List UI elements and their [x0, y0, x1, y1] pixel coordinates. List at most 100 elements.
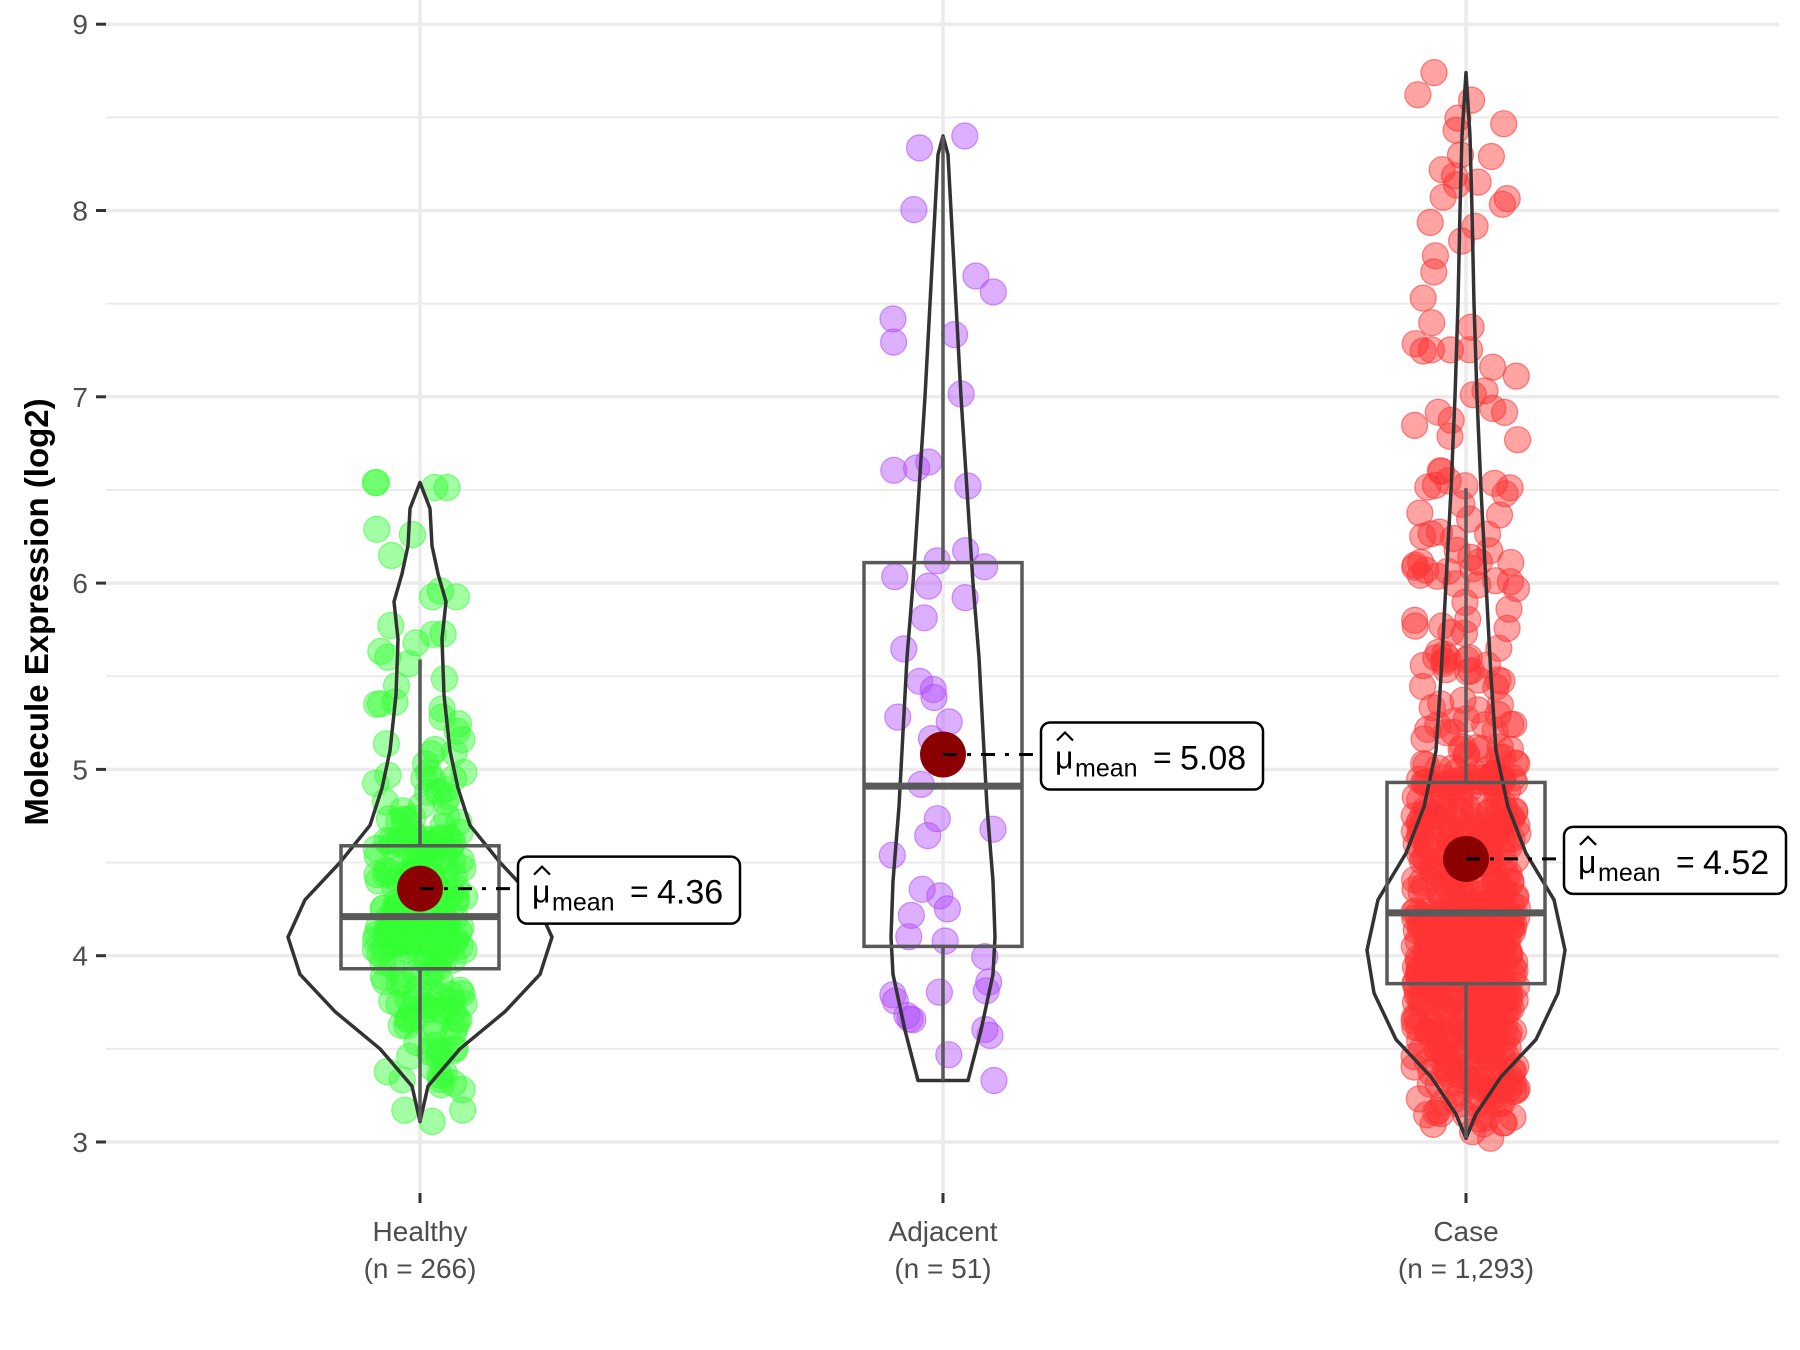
data-point [940, 321, 969, 349]
points-adjacent [878, 122, 1008, 1095]
data-point [951, 122, 979, 150]
data-point [441, 1034, 469, 1062]
data-point [1418, 309, 1446, 337]
plot-groups: μ mean = 4.36μ mean = 5.08μ mean = 4.52 [286, 58, 1788, 1152]
data-point [1436, 422, 1464, 450]
data-point [933, 895, 962, 923]
data-point [428, 941, 456, 969]
data-point [1453, 923, 1481, 951]
data-point [1410, 955, 1438, 983]
data-point [1435, 873, 1463, 902]
data-point [1497, 548, 1525, 577]
data-point [1464, 168, 1492, 196]
y-tick-label: 5 [72, 754, 88, 785]
mean-subscript: mean [552, 889, 615, 917]
data-point [1499, 1017, 1528, 1045]
data-point [1424, 398, 1452, 426]
data-point [1494, 1034, 1522, 1062]
data-point [1400, 411, 1429, 439]
data-point [1422, 644, 1450, 672]
data-point [1488, 1089, 1516, 1117]
data-point [418, 990, 446, 1019]
data-point [1493, 614, 1521, 643]
data-point [905, 134, 934, 162]
data-point [1496, 568, 1525, 596]
data-point [388, 1066, 416, 1094]
data-point [385, 970, 413, 998]
data-point [1459, 381, 1487, 409]
data-point [1490, 956, 1518, 985]
data-point [1421, 471, 1450, 499]
data-point [1425, 518, 1454, 546]
x-tick-count-label: (n = 1,293) [1398, 1253, 1534, 1284]
data-point [378, 541, 406, 570]
data-point [1410, 872, 1438, 900]
data-point [914, 821, 942, 850]
data-point [914, 572, 943, 600]
data-point [895, 923, 923, 951]
data-point [976, 1021, 1004, 1050]
data-point [1460, 958, 1489, 986]
data-point [1473, 520, 1502, 548]
data-point [923, 805, 951, 833]
equals-sign: = [1676, 844, 1695, 880]
mean-value-label: 4.36 [657, 874, 723, 912]
data-point [443, 717, 471, 745]
data-point [431, 775, 459, 804]
data-point [900, 196, 928, 224]
data-point [1448, 918, 1476, 946]
mean-subscript: mean [1598, 859, 1661, 887]
data-point [1401, 330, 1429, 358]
data-point [1428, 156, 1456, 184]
data-point [1487, 824, 1516, 852]
mean-symbol: μ [532, 874, 550, 910]
data-point [920, 683, 948, 712]
x-tick-label: Adjacent [889, 1216, 998, 1247]
data-point [1488, 190, 1517, 218]
mean-symbol: μ [1055, 739, 1073, 775]
y-axis-title: Molecule Expression (log2) [18, 398, 55, 825]
data-point [980, 1066, 1008, 1095]
box [1385, 780, 1547, 986]
data-point [1433, 1058, 1462, 1086]
data-point [385, 807, 413, 835]
data-point [1502, 362, 1530, 390]
mean-annotation-box [516, 855, 742, 925]
x-tick-count-label: (n = 51) [894, 1253, 991, 1284]
x-axis: Healthy (n = 266) Adjacent (n = 51) Case (n =… [364, 1193, 1534, 1284]
data-point [440, 1036, 468, 1064]
data-point [398, 520, 426, 549]
data-point [1412, 556, 1440, 584]
data-point [1422, 1098, 1450, 1127]
data-point [1405, 1085, 1433, 1113]
data-point [951, 536, 980, 565]
data-point [1495, 595, 1523, 623]
data-point [893, 1001, 921, 1030]
data-point [919, 675, 947, 704]
data-point [1449, 686, 1477, 714]
data-point [367, 637, 395, 666]
data-point [449, 1096, 477, 1124]
data-point [1493, 185, 1521, 213]
data-point [979, 815, 1007, 843]
data-point [1462, 978, 1490, 1007]
data-point [1497, 868, 1525, 897]
data-point [890, 635, 918, 663]
violin-outline [889, 134, 997, 1083]
hat-icon [1056, 730, 1074, 742]
data-point [1481, 567, 1510, 595]
data-point [363, 860, 391, 889]
data-point [374, 643, 402, 671]
data-point [442, 884, 470, 912]
hat-icon [533, 865, 551, 876]
group-case: μ mean = 4.52 [1365, 58, 1788, 1152]
data-point [1412, 947, 1440, 975]
equals-sign: = [1153, 739, 1172, 775]
data-point [1416, 988, 1444, 1017]
data-point [1416, 208, 1444, 236]
group-healthy: μ mean = 4.36 [286, 468, 742, 1136]
data-point [415, 995, 443, 1024]
mean-symbol: μ [1578, 844, 1596, 880]
y-tick-label: 9 [72, 9, 88, 40]
